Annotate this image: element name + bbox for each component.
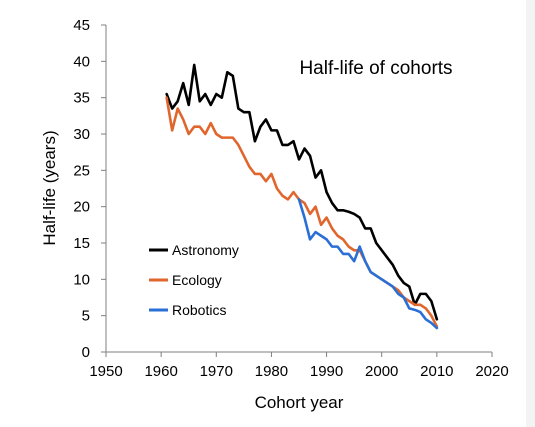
x-tick-label: 1970 bbox=[200, 363, 233, 380]
series-line-robotics bbox=[297, 198, 439, 330]
y-tick-label: 5 bbox=[82, 308, 90, 325]
legend-label-ecology: Ecology bbox=[172, 272, 222, 288]
right-edge-strip bbox=[526, 0, 535, 427]
legend-label-astronomy: Astronomy bbox=[172, 242, 239, 258]
series-layer bbox=[165, 63, 439, 330]
y-tick-label: 45 bbox=[73, 17, 90, 34]
x-tick-label: 1950 bbox=[89, 363, 122, 380]
y-ticks: 0 5 10 15 20 25 30 35 40 45 bbox=[73, 17, 106, 361]
legend-label-robotics: Robotics bbox=[172, 302, 226, 318]
y-tick-label: 0 bbox=[82, 344, 90, 361]
x-tick-label: 1960 bbox=[144, 363, 177, 380]
x-axis-title: Cohort year bbox=[255, 393, 344, 412]
y-axis-title: Half-life (years) bbox=[40, 130, 59, 245]
x-tick-label: 2010 bbox=[420, 363, 453, 380]
axes: 1950 1960 1970 1980 1990 2000 2010 2020 0 5 10 15 2… bbox=[73, 17, 508, 380]
y-tick-label: 30 bbox=[73, 126, 90, 143]
y-tick-label: 40 bbox=[73, 53, 90, 70]
chart-title: Half-life of cohorts bbox=[299, 58, 452, 79]
series-line-astronomy bbox=[165, 63, 439, 321]
x-tick-label: 1990 bbox=[310, 363, 343, 380]
y-tick-label: 10 bbox=[73, 271, 90, 288]
y-tick-label: 20 bbox=[73, 199, 90, 216]
x-tick-label: 2000 bbox=[365, 363, 398, 380]
y-tick-label: 35 bbox=[73, 90, 90, 107]
x-ticks: 1950 1960 1970 1980 1990 2000 2010 2020 bbox=[89, 352, 509, 380]
x-tick-label: 1980 bbox=[255, 363, 288, 380]
legend: Astronomy Ecology Robotics bbox=[149, 242, 239, 318]
y-tick-label: 25 bbox=[73, 162, 90, 179]
y-tick-label: 15 bbox=[73, 235, 90, 252]
x-tick-label: 2020 bbox=[475, 363, 508, 380]
